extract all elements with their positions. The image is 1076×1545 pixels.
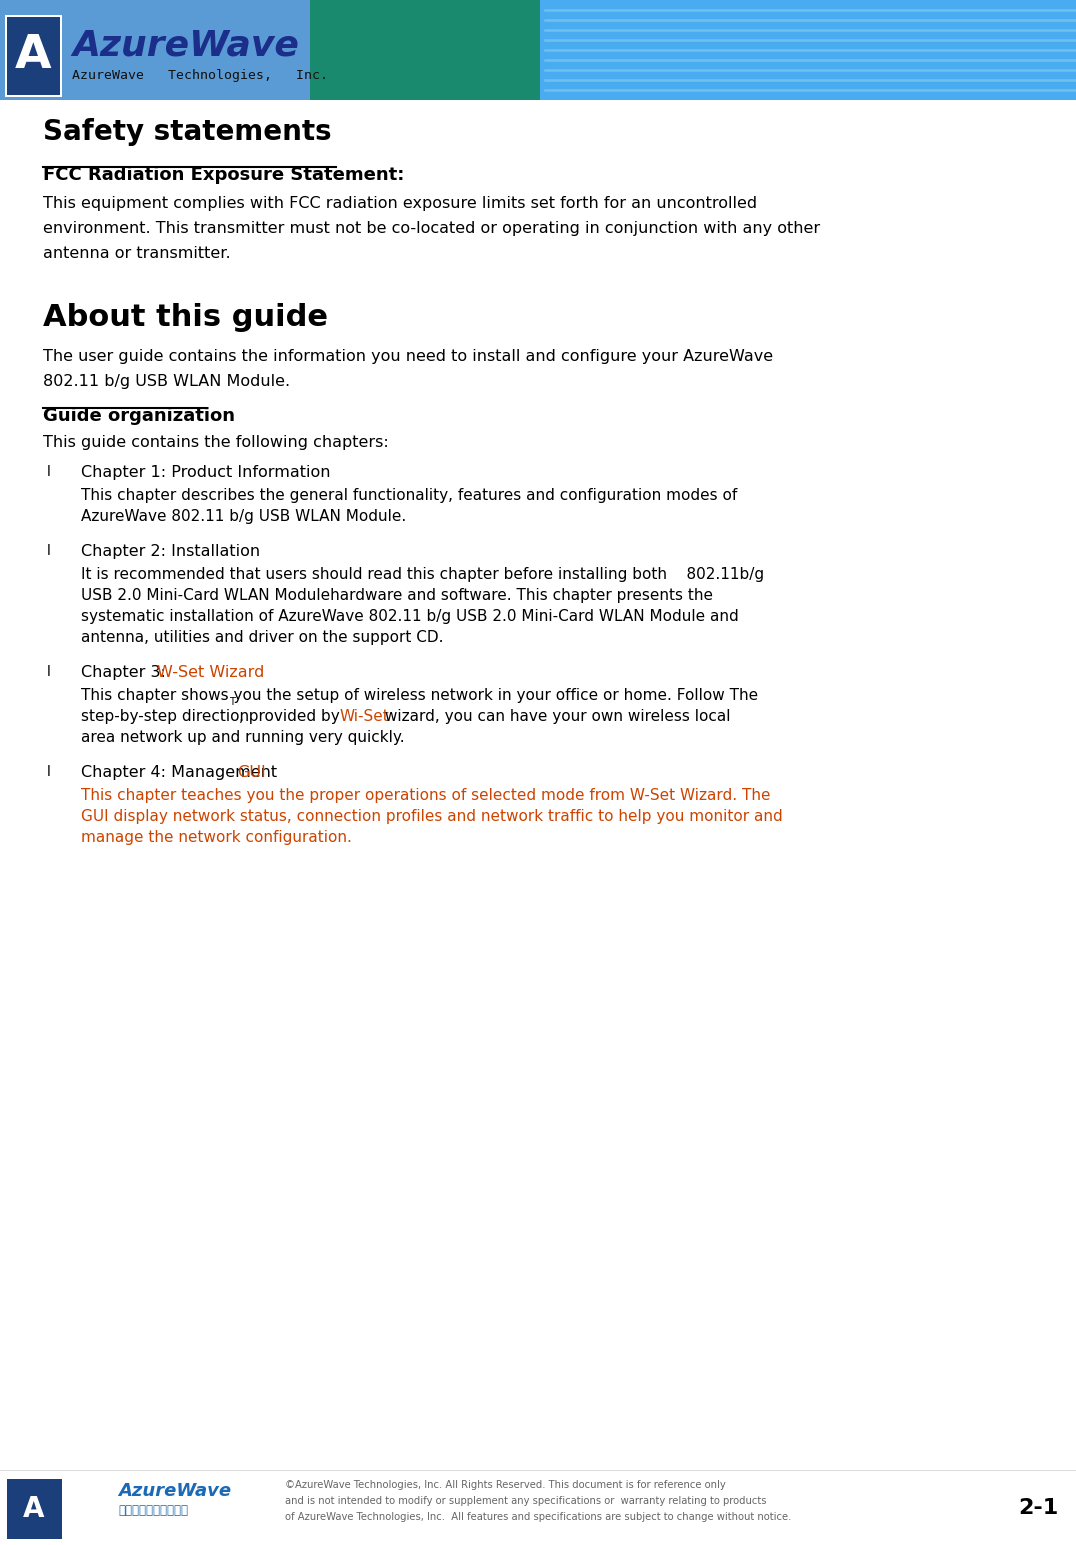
Text: antenna or transmitter.: antenna or transmitter. [43,246,230,261]
Text: It is recommended that users should read this chapter before installing both    : It is recommended that users should read… [81,567,764,582]
Text: 2-1: 2-1 [1018,1499,1058,1519]
Bar [5,15,62,97]
Text: T: T [229,697,235,708]
Text: l: l [47,544,51,558]
Text: Chapter 3:: Chapter 3: [81,664,171,680]
Text: Guide organization: Guide organization [43,406,235,425]
Text: FCC Radiation Exposure Statement:: FCC Radiation Exposure Statement: [43,165,405,184]
Text: A: A [24,1496,45,1523]
Text: area network up and running very quickly.: area network up and running very quickly… [81,729,405,745]
Text: l: l [47,465,51,479]
Text: Wi-Set: Wi-Set [339,709,388,725]
Text: This chapter shows you the setup of wireless network in your office or home. Fol: This chapter shows you the setup of wire… [81,688,759,703]
Bar [8,17,60,94]
Text: 海華科技股份有限公司: 海華科技股份有限公司 [118,1505,188,1517]
Text: Safety statements: Safety statements [43,117,331,145]
Text: This equipment complies with FCC radiation exposure limits set forth for an unco: This equipment complies with FCC radiati… [43,196,758,212]
Bar [540,0,1076,100]
Text: This guide contains the following chapters:: This guide contains the following chapte… [43,436,388,450]
Text: This chapter describes the general functionality, features and configuration mod: This chapter describes the general funct… [81,488,737,504]
Text: GUI: GUI [237,765,266,780]
Text: AzureWave: AzureWave [118,1482,231,1500]
Text: systematic installation of AzureWave 802.11 b/g USB 2.0 Mini-Card WLAN Module an: systematic installation of AzureWave 802… [81,609,739,624]
Bar [5,1477,105,1540]
Text: A: A [15,34,52,79]
Text: , provided by: , provided by [239,709,344,725]
Text: and is not intended to modify or supplement any specifications or  warranty rela: and is not intended to modify or supplem… [285,1496,766,1506]
Text: W-Set Wizard: W-Set Wizard [157,664,265,680]
Text: ©AzureWave Technologies, Inc. All Rights Reserved. This document is for referenc: ©AzureWave Technologies, Inc. All Rights… [285,1480,725,1489]
Text: The user guide contains the information you need to install and configure your A: The user guide contains the information … [43,349,774,365]
Text: antenna, utilities and driver on the support CD.: antenna, utilities and driver on the sup… [81,630,443,644]
Text: of AzureWave Technologies, Inc.  All features and specifications are subject to : of AzureWave Technologies, Inc. All feat… [285,1513,791,1522]
Bar [0,0,320,100]
Text: This chapter teaches you the proper operations of selected mode from W-Set Wizar: This chapter teaches you the proper oper… [81,788,770,803]
Text: AzureWave: AzureWave [72,28,299,62]
Bar [0,1469,1076,1545]
Text: 802.11 b/g USB WLAN Module.: 802.11 b/g USB WLAN Module. [43,374,291,389]
Text: manage the network configuration.: manage the network configuration. [81,830,352,845]
Text: AzureWave   Technologies,   Inc.: AzureWave Technologies, Inc. [72,68,328,82]
Bar [0,0,1076,100]
Text: About this guide: About this guide [43,303,328,332]
Text: l: l [47,664,51,678]
Bar [8,1479,62,1539]
Text: Chapter 2: Installation: Chapter 2: Installation [81,544,260,559]
Text: AzureWave 802.11 b/g USB WLAN Module.: AzureWave 802.11 b/g USB WLAN Module. [81,508,407,524]
Bar [310,0,540,100]
Text: step-by-step direction: step-by-step direction [81,709,250,725]
Text: Chapter 4: Management: Chapter 4: Management [81,765,282,780]
Text: environment. This transmitter must not be co-located or operating in conjunction: environment. This transmitter must not b… [43,221,820,236]
Text: l: l [47,765,51,779]
Text: wizard, you can have your own wireless local: wizard, you can have your own wireless l… [380,709,731,725]
Text: USB 2.0 Mini-Card WLAN Modulehardware and software. This chapter presents the: USB 2.0 Mini-Card WLAN Modulehardware an… [81,589,713,603]
Text: GUI display network status, connection profiles and network traffic to help you : GUI display network status, connection p… [81,810,782,823]
Text: Chapter 1: Product Information: Chapter 1: Product Information [81,465,330,480]
